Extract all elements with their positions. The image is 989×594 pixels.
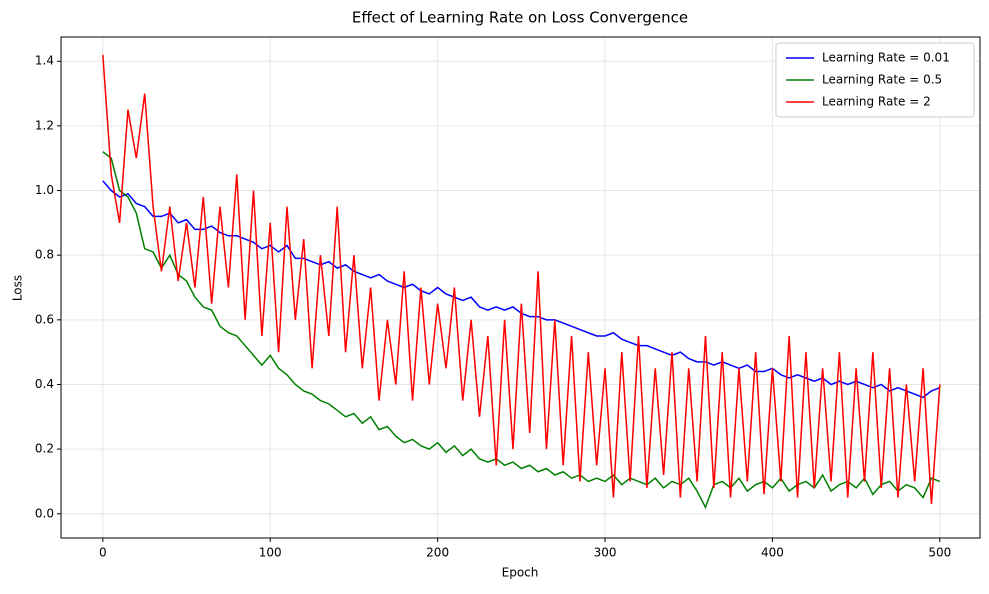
legend-label: Learning Rate = 2 (822, 95, 931, 109)
plot-frame (60, 36, 981, 539)
line-series (102, 151, 941, 510)
x-tick-label: 100 (259, 546, 282, 560)
y-tick-label: 0.2 (35, 442, 54, 456)
legend-box (775, 42, 975, 118)
y-tick-label: 0.0 (35, 506, 54, 520)
y-tick-label: 1.2 (35, 118, 54, 132)
line-series (102, 180, 941, 399)
x-tick-label: 500 (928, 546, 951, 560)
x-tick-label: 0 (99, 546, 107, 560)
x-tick-label: 300 (594, 546, 617, 560)
x-tick-label: 200 (426, 546, 449, 560)
y-axis-label: Loss (11, 275, 25, 301)
y-tick-label: 1.4 (35, 54, 54, 68)
y-tick-label: 0.6 (35, 312, 54, 326)
y-tick-label: 0.8 (35, 248, 54, 262)
legend-label: Learning Rate = 0.5 (822, 73, 942, 87)
y-tick-label: 0.4 (35, 377, 54, 391)
y-tick-label: 1.0 (35, 183, 54, 197)
legend-label: Learning Rate = 0.01 (822, 51, 950, 65)
x-tick-label: 400 (761, 546, 784, 560)
line-series (102, 54, 941, 505)
chart-title: Effect of Learning Rate on Loss Converge… (352, 9, 688, 27)
x-axis-label: Epoch (502, 566, 539, 580)
